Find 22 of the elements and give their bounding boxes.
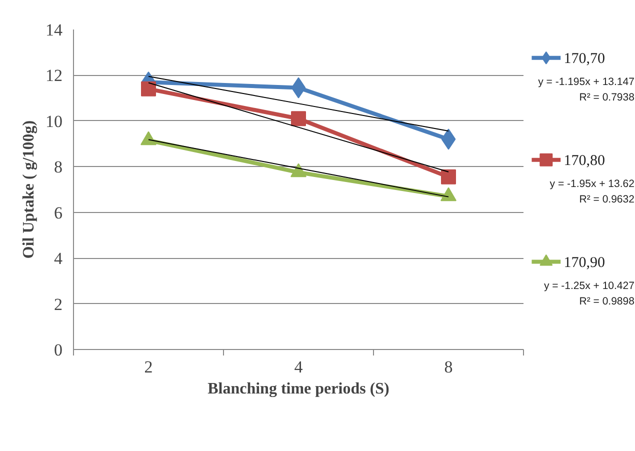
- y-axis-title: Oil Uptake ( g/100g): [20, 120, 38, 259]
- legend-label: 170,90: [564, 254, 606, 271]
- y-tick-label: 2: [54, 294, 62, 314]
- y-tick-label: 6: [54, 203, 62, 222]
- y-tick-label: 4: [54, 249, 63, 268]
- text: R² = 0.9632: [579, 194, 635, 206]
- legend-label: 170,70: [564, 50, 606, 67]
- text: R² = 0.9898: [579, 295, 635, 308]
- y-tick-label: 14: [46, 20, 63, 40]
- y-tick-label: 12: [46, 66, 62, 86]
- x-axis-title: Blanching time periods (S): [208, 380, 390, 398]
- text: y = -1.25x + 10.427: [544, 280, 635, 292]
- y-tick-label: 0: [54, 340, 62, 360]
- text: y = -1.195x + 13.147: [538, 76, 635, 88]
- x-tick-label: 8: [444, 358, 453, 376]
- y-tick-label: 8: [54, 158, 62, 177]
- x-tick-label: 2: [144, 358, 153, 376]
- legend-label: 170,80: [564, 152, 606, 169]
- x-tick-label: 4: [294, 358, 304, 376]
- text: R² = 0.7938: [579, 92, 635, 104]
- text: y = -1.95x + 13.62: [550, 178, 635, 190]
- y-tick-label: 10: [46, 112, 62, 131]
